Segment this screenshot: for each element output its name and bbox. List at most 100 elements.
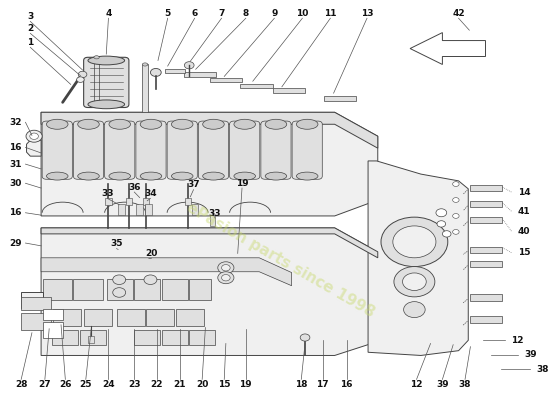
Bar bbox=[176, 309, 204, 326]
Text: 7: 7 bbox=[218, 9, 225, 18]
Ellipse shape bbox=[265, 172, 287, 180]
Bar bbox=[189, 330, 215, 346]
Ellipse shape bbox=[142, 63, 148, 66]
Circle shape bbox=[404, 302, 425, 318]
Text: 26: 26 bbox=[59, 380, 72, 389]
Circle shape bbox=[222, 264, 230, 271]
Circle shape bbox=[436, 209, 447, 217]
Bar bbox=[80, 330, 106, 346]
Circle shape bbox=[437, 221, 446, 227]
Circle shape bbox=[453, 182, 459, 186]
Bar bbox=[43, 309, 63, 320]
Text: 1: 1 bbox=[27, 38, 34, 47]
Ellipse shape bbox=[203, 119, 224, 129]
Text: 6: 6 bbox=[191, 9, 198, 18]
FancyBboxPatch shape bbox=[230, 121, 260, 179]
Text: 31: 31 bbox=[9, 160, 22, 169]
Text: 29: 29 bbox=[9, 238, 22, 248]
Text: 24: 24 bbox=[102, 380, 115, 389]
Bar bbox=[189, 278, 211, 300]
Circle shape bbox=[453, 198, 459, 202]
Text: 8: 8 bbox=[243, 9, 249, 18]
Bar bbox=[21, 297, 51, 310]
Text: 25: 25 bbox=[80, 380, 92, 389]
Bar bbox=[53, 309, 81, 326]
Bar bbox=[324, 96, 356, 101]
Bar bbox=[73, 278, 103, 300]
Text: 33: 33 bbox=[209, 209, 221, 218]
Circle shape bbox=[218, 262, 234, 274]
Text: 36: 36 bbox=[128, 183, 141, 192]
Bar bbox=[145, 204, 151, 215]
Text: ePasion parts since 1998: ePasion parts since 1998 bbox=[184, 200, 377, 320]
Circle shape bbox=[144, 275, 157, 284]
Circle shape bbox=[222, 274, 230, 281]
Ellipse shape bbox=[296, 119, 318, 129]
Bar bbox=[240, 84, 273, 88]
Text: 32: 32 bbox=[9, 118, 22, 127]
Text: 19: 19 bbox=[236, 179, 249, 188]
Text: 15: 15 bbox=[218, 380, 230, 389]
Text: 15: 15 bbox=[518, 248, 530, 257]
Text: 22: 22 bbox=[151, 380, 163, 389]
Ellipse shape bbox=[172, 172, 193, 180]
Text: 13: 13 bbox=[361, 9, 373, 18]
Bar bbox=[105, 198, 112, 205]
Ellipse shape bbox=[296, 172, 318, 180]
FancyBboxPatch shape bbox=[104, 121, 135, 179]
Text: 12: 12 bbox=[410, 380, 423, 389]
Text: 4: 4 bbox=[105, 9, 112, 18]
Text: 11: 11 bbox=[324, 9, 337, 18]
Text: 37: 37 bbox=[187, 180, 200, 189]
Text: 3: 3 bbox=[27, 12, 34, 21]
Polygon shape bbox=[41, 112, 378, 148]
Text: 10: 10 bbox=[296, 9, 309, 18]
Bar bbox=[185, 198, 191, 205]
Text: 18: 18 bbox=[295, 380, 307, 389]
Circle shape bbox=[381, 217, 448, 266]
Circle shape bbox=[113, 275, 125, 284]
Text: 33: 33 bbox=[101, 189, 114, 198]
Bar bbox=[52, 330, 78, 346]
Text: 39: 39 bbox=[436, 380, 449, 389]
FancyBboxPatch shape bbox=[42, 121, 73, 179]
Circle shape bbox=[453, 214, 459, 218]
Polygon shape bbox=[21, 292, 43, 308]
Circle shape bbox=[403, 273, 426, 290]
Bar bbox=[43, 278, 73, 300]
Bar bbox=[146, 309, 174, 326]
Text: 20: 20 bbox=[196, 380, 208, 389]
Bar bbox=[470, 201, 502, 207]
Circle shape bbox=[218, 272, 234, 284]
Circle shape bbox=[113, 288, 125, 297]
Text: 21: 21 bbox=[173, 380, 186, 389]
Text: 5: 5 bbox=[164, 9, 171, 18]
Polygon shape bbox=[410, 32, 486, 64]
Bar bbox=[470, 294, 502, 301]
FancyBboxPatch shape bbox=[84, 57, 129, 108]
Polygon shape bbox=[41, 258, 292, 286]
Polygon shape bbox=[26, 140, 41, 156]
Circle shape bbox=[151, 68, 161, 76]
Text: 20: 20 bbox=[145, 249, 158, 258]
Text: 30: 30 bbox=[9, 179, 22, 188]
FancyBboxPatch shape bbox=[292, 121, 322, 179]
Polygon shape bbox=[41, 228, 378, 356]
Bar bbox=[43, 322, 63, 338]
Polygon shape bbox=[41, 112, 378, 216]
Circle shape bbox=[300, 334, 310, 341]
Text: 23: 23 bbox=[128, 380, 141, 389]
Polygon shape bbox=[368, 161, 468, 356]
Bar bbox=[134, 330, 160, 346]
Ellipse shape bbox=[265, 119, 287, 129]
Bar bbox=[192, 204, 199, 215]
Text: 38: 38 bbox=[536, 364, 549, 374]
Ellipse shape bbox=[203, 172, 224, 180]
Ellipse shape bbox=[47, 119, 68, 129]
Ellipse shape bbox=[140, 172, 162, 180]
Bar bbox=[184, 72, 216, 77]
Text: 27: 27 bbox=[39, 380, 51, 389]
Bar bbox=[143, 198, 150, 205]
Bar bbox=[165, 69, 185, 73]
Ellipse shape bbox=[94, 56, 99, 59]
